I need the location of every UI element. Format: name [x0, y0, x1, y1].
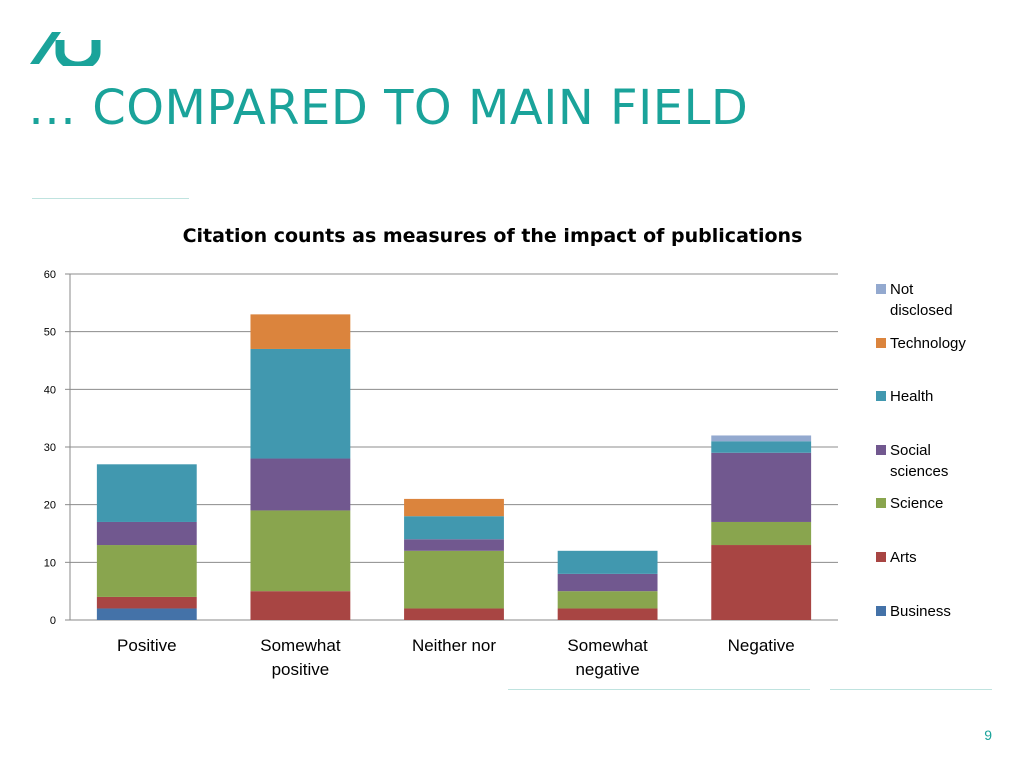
legend-swatch — [876, 552, 886, 562]
bar-segment — [250, 591, 351, 620]
bar-segment — [404, 608, 504, 620]
legend-swatch — [876, 338, 886, 348]
x-tick-label: negative — [575, 660, 639, 679]
legend-label: Technology — [890, 335, 966, 352]
bar-segment — [711, 452, 812, 522]
bar-segment — [557, 591, 658, 609]
legend-label: Not — [890, 281, 914, 298]
bar-segment — [96, 545, 197, 597]
legend-label: Arts — [890, 549, 917, 566]
bar-segment — [711, 441, 812, 453]
title-divider — [32, 198, 189, 199]
chart-title: Citation counts as measures of the impac… — [182, 225, 803, 247]
legend-swatch — [876, 606, 886, 616]
bar-segment — [250, 458, 351, 511]
y-tick-label: 20 — [44, 500, 56, 512]
footer-divider-right — [830, 689, 992, 690]
bar-segment — [96, 521, 197, 546]
bar-segment — [96, 464, 197, 522]
bar-segment — [557, 573, 658, 592]
legend-label: Science — [890, 495, 943, 512]
legend-label: Social — [890, 442, 931, 459]
bar-segment — [250, 314, 351, 349]
chart-canvas: 0 10 20 30 40 50 60 Positive Somewhat positive Nei… — [44, 269, 967, 679]
page-number: 9 — [984, 727, 992, 743]
bar-segment — [711, 545, 812, 620]
bar-segment — [96, 608, 197, 620]
x-tick-label: positive — [272, 660, 330, 679]
legend-swatch — [876, 445, 886, 455]
legend-label: sciences — [890, 463, 948, 480]
x-tick-label: Positive — [117, 636, 177, 655]
slide-title: … COMPARED TO MAIN FIELD — [28, 80, 749, 136]
x-tick-label: Neither nor — [412, 636, 496, 655]
bar-segment — [557, 550, 658, 574]
bar-segment — [404, 516, 504, 540]
stacked-bar-chart: Citation counts as measures of the impac… — [0, 215, 1024, 690]
bar-segment — [404, 539, 504, 551]
legend-swatch — [876, 391, 886, 401]
footer-divider-left — [508, 689, 810, 690]
bar-segment — [404, 550, 504, 609]
bar-segment — [404, 498, 504, 517]
y-tick-label: 60 — [44, 269, 56, 281]
bar-segment — [96, 596, 197, 609]
legend-swatch — [876, 498, 886, 508]
y-tick-label: 10 — [44, 557, 56, 569]
bar-segment — [250, 510, 351, 592]
au-logo-icon — [30, 32, 101, 66]
legend-label: Business — [890, 603, 951, 620]
legend-swatch — [876, 284, 886, 294]
bar-segment — [557, 608, 658, 620]
x-tick-label: Somewhat — [567, 636, 648, 655]
x-tick-label: Somewhat — [260, 636, 341, 655]
y-tick-label: 40 — [44, 384, 56, 396]
bar-segment — [711, 521, 812, 546]
bar-segment — [711, 435, 812, 442]
legend-label: disclosed — [890, 302, 953, 319]
bar-segment — [250, 348, 351, 459]
y-tick-label: 50 — [44, 327, 56, 339]
y-tick-label: 0 — [50, 615, 56, 627]
legend-label: Health — [890, 388, 933, 405]
y-tick-label: 30 — [44, 442, 56, 454]
x-tick-label: Negative — [728, 636, 795, 655]
